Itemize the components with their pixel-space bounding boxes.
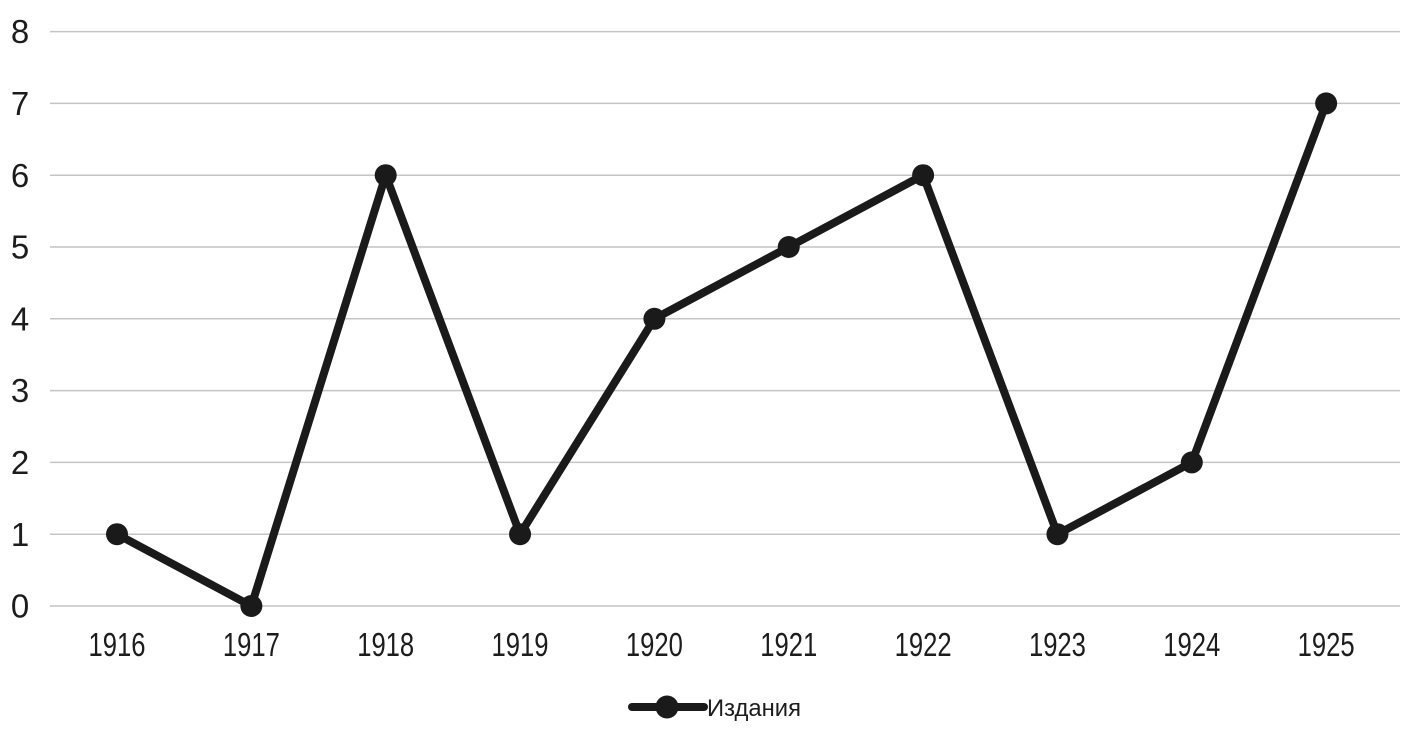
data-point-marker [106, 523, 128, 546]
data-point-marker [1180, 451, 1203, 474]
y-tick-label: 1 [11, 516, 29, 553]
x-tick-label: 1925 [1298, 626, 1355, 663]
x-tick-label: 1916 [89, 626, 146, 663]
x-tick-label: 1923 [1029, 626, 1086, 663]
data-point-marker [912, 164, 935, 187]
x-tick-label: 1919 [492, 626, 549, 663]
x-tick-label: 1922 [895, 626, 952, 663]
gridlines-layer [50, 30, 1400, 607]
x-tick-label: 1917 [223, 626, 280, 663]
y-tick-label: 7 [11, 85, 29, 122]
x-tick-label: 1924 [1163, 626, 1220, 663]
series-line [113, 99, 1331, 610]
data-point-marker [509, 523, 532, 546]
legend-label: Издания [707, 695, 801, 722]
data-point-marker [374, 164, 397, 187]
x-tick-label: 1920 [626, 626, 683, 663]
y-tick-label: 3 [11, 372, 29, 409]
x-tick-label: 1918 [357, 626, 414, 663]
data-point-marker [240, 595, 263, 617]
legend-point-icon [655, 695, 679, 719]
y-tick-label: 2 [11, 444, 29, 481]
axis-labels-layer: 0 1 2 3 4 5 6 7 8 1916 1917 1918 1919 1920 1921 1922 192… [11, 13, 1355, 663]
y-tick-label: 0 [11, 588, 29, 625]
data-point-marker [643, 307, 666, 330]
series-layer [106, 92, 1338, 617]
y-tick-label: 5 [11, 229, 29, 266]
y-tick-label: 8 [11, 13, 29, 50]
x-tick-label: 1921 [760, 626, 817, 663]
data-point-marker [777, 236, 800, 258]
y-tick-label: 4 [11, 300, 29, 337]
legend: Издания [628, 695, 801, 722]
y-tick-label: 6 [11, 157, 29, 194]
data-point-marker [1315, 92, 1338, 115]
data-point-marker [1046, 523, 1069, 546]
